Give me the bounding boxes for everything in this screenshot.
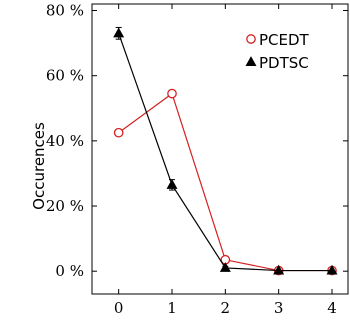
data-point: [166, 179, 178, 189]
x-tick-label: 4: [327, 299, 337, 317]
legend-label: PCEDT: [259, 31, 310, 49]
data-point: [113, 127, 124, 138]
series-pdtsc: [113, 26, 338, 275]
ticks: 0 1 2 3 40 %20 %40 %60 %80 %: [46, 2, 348, 317]
legend: PCEDT PDTSC: [245, 31, 310, 72]
series-layer: [113, 26, 338, 276]
y-tick-label: 60 %: [46, 67, 84, 85]
data-point: [219, 262, 231, 272]
legend-marker: [245, 56, 257, 66]
axes: [91, 3, 349, 295]
legend-marker: [246, 34, 256, 44]
data-point: [167, 88, 177, 99]
data-point: [113, 27, 125, 38]
y-tick-label: 0 %: [55, 262, 84, 280]
data-point: [273, 264, 285, 275]
y-axis-title: Occurences: [30, 122, 48, 210]
x-tick-label: 1: [167, 299, 177, 317]
x-tick-label: 0: [114, 299, 124, 317]
x-tick-label: 2: [221, 299, 231, 317]
y-tick-label: 40 %: [46, 132, 84, 150]
data-point: [326, 264, 338, 275]
plot-frame: [91, 3, 349, 295]
series-line: [118, 92, 332, 272]
y-tick-label: 20 %: [46, 197, 84, 215]
legend-label: PDTSC: [259, 54, 309, 72]
x-tick-label: 3: [274, 299, 284, 317]
y-tick-label: 80 %: [46, 2, 84, 20]
